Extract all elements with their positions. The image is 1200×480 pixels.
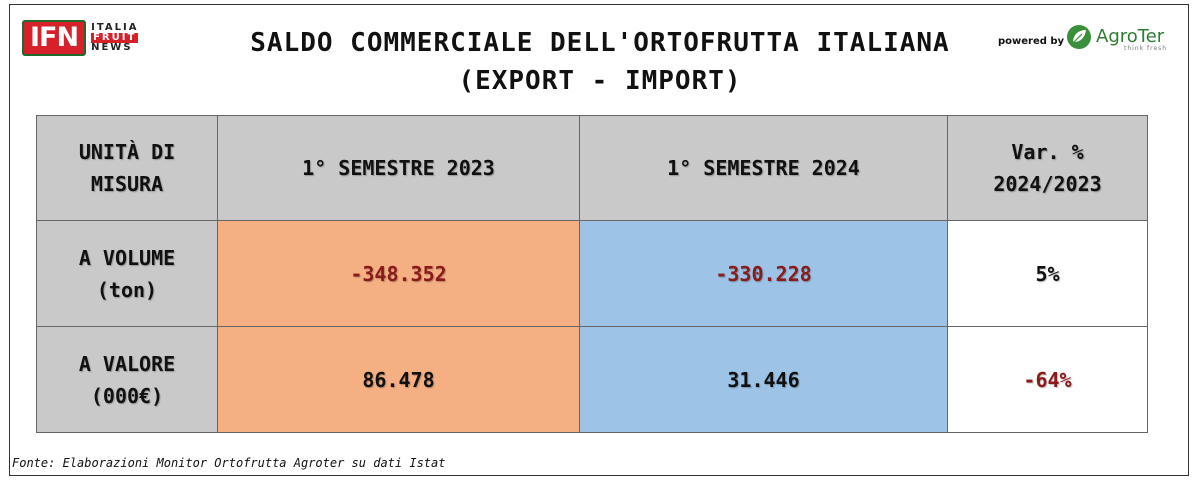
ifn-logo-line1: ITALIA bbox=[91, 22, 139, 33]
header-unit-line1: UNITÀ DI bbox=[78, 140, 176, 164]
powered-by-label: powered by bbox=[998, 36, 1065, 47]
ifn-logo: IFN ITALIA FRUIT NEWS bbox=[22, 20, 139, 56]
value-value-var: -64% bbox=[1023, 367, 1072, 392]
cell-value-var: -64% bbox=[947, 326, 1148, 433]
chart-subtitle: (EXPORT - IMPORT) bbox=[458, 66, 742, 96]
row-label-value: A VALORE (000€) bbox=[36, 326, 218, 433]
agroter-leaf-icon bbox=[1067, 25, 1091, 49]
cell-volume-2023: -348.352 bbox=[217, 220, 580, 327]
row-label-volume-line2: (ton) bbox=[96, 277, 158, 302]
table-row: A VALORE (000€) 86.478 31.446 -64% bbox=[36, 326, 1148, 433]
header-unit-line2: MISURA bbox=[90, 172, 164, 196]
header-2023-label: 1° SEMESTRE 2023 bbox=[302, 156, 495, 180]
balance-table: UNITÀ DI MISURA 1° SEMESTRE 2023 1° SEME… bbox=[36, 115, 1148, 433]
cell-value-2024: 31.446 bbox=[579, 326, 948, 433]
header-var-line2: 2024/2023 bbox=[993, 172, 1102, 196]
header-unit: UNITÀ DI MISURA bbox=[36, 115, 218, 221]
row-label-volume: A VOLUME (ton) bbox=[36, 220, 218, 327]
agroter-tagline: think fresh bbox=[1124, 45, 1168, 52]
chart-frame bbox=[9, 4, 1189, 476]
header-var-line1: Var. % bbox=[1011, 140, 1084, 164]
ifn-logo-mark: IFN bbox=[22, 20, 87, 56]
value-value-2023: 86.478 bbox=[362, 367, 435, 392]
value-volume-2023: -348.352 bbox=[350, 261, 447, 286]
source-note: Fonte: Elaborazioni Monitor Ortofrutta A… bbox=[12, 456, 446, 470]
chart-title: SALDO COMMERCIALE DELL'ORTOFRUTTA ITALIA… bbox=[250, 28, 950, 58]
header-2023: 1° SEMESTRE 2023 bbox=[217, 115, 580, 221]
agroter-name: AgroTer bbox=[1096, 26, 1165, 47]
row-label-volume-line1: A VOLUME bbox=[78, 245, 176, 270]
table-row: A VOLUME (ton) -348.352 -330.228 5% bbox=[36, 220, 1148, 327]
header-var: Var. % 2024/2023 bbox=[947, 115, 1148, 221]
cell-value-2023: 86.478 bbox=[217, 326, 580, 433]
table-header-row: UNITÀ DI MISURA 1° SEMESTRE 2023 1° SEME… bbox=[36, 115, 1148, 221]
cell-volume-var: 5% bbox=[947, 220, 1148, 327]
cell-volume-2024: -330.228 bbox=[579, 220, 948, 327]
value-volume-var: 5% bbox=[1035, 261, 1060, 286]
row-label-value-line2: (000€) bbox=[90, 383, 164, 408]
agroter-logo: AgroTer bbox=[1066, 24, 1164, 50]
header-2024: 1° SEMESTRE 2024 bbox=[579, 115, 948, 221]
header-2024-label: 1° SEMESTRE 2024 bbox=[667, 156, 860, 180]
ifn-logo-line3: NEWS bbox=[91, 42, 133, 53]
row-label-value-line1: A VALORE bbox=[78, 351, 176, 376]
value-value-2024: 31.446 bbox=[727, 367, 800, 392]
value-volume-2024: -330.228 bbox=[715, 261, 812, 286]
ifn-logo-line2: FRUIT bbox=[91, 33, 139, 43]
ifn-logo-text: ITALIA FRUIT NEWS bbox=[91, 22, 139, 53]
